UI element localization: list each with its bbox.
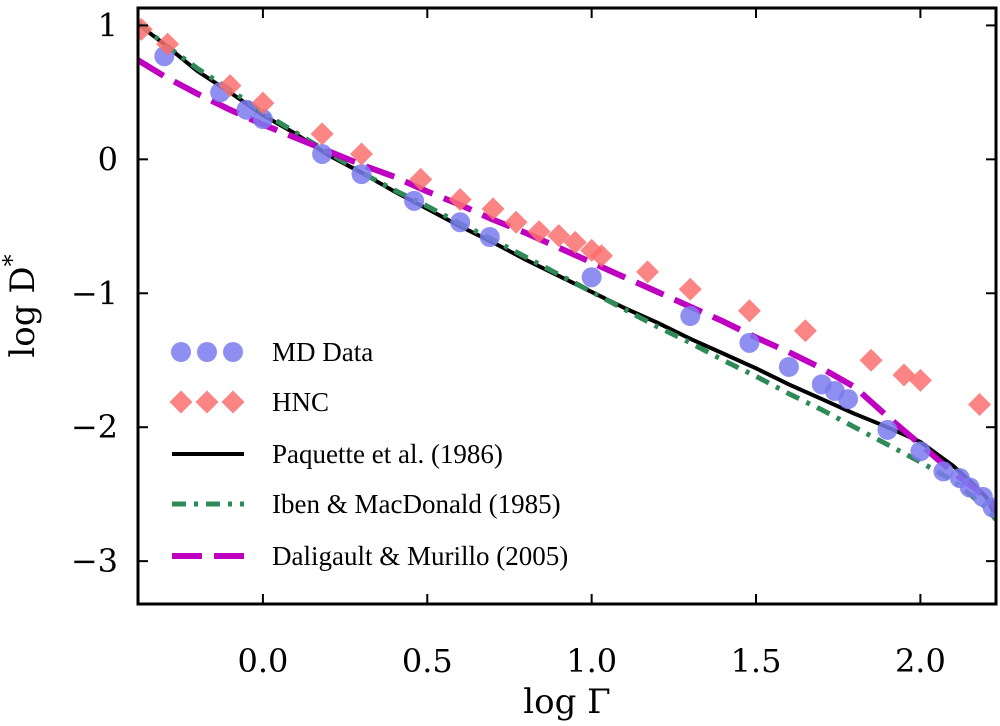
- data-point: [859, 348, 883, 372]
- data-point: [968, 392, 992, 416]
- data-point: [504, 210, 528, 234]
- y-tick-label: 0: [98, 140, 118, 178]
- legend-item: MD Data: [171, 337, 373, 367]
- legend-label: Paquette et al. (1986): [272, 439, 503, 469]
- series-4: [138, 57, 996, 510]
- plot-frame: [136, 6, 998, 606]
- ticks-layer: 0.0 0.5 1.0 1.5 2.0 1 0 −1 −2 −3: [71, 6, 996, 680]
- y-tick-label: −3: [71, 542, 118, 580]
- legend-marker: [171, 342, 191, 362]
- legend-marker: [169, 390, 193, 414]
- data-point: [636, 260, 660, 284]
- x-tick-label: 0.5: [402, 642, 453, 680]
- data-point: [910, 441, 931, 462]
- data-point: [156, 32, 180, 56]
- data-point: [251, 91, 275, 115]
- series-layer: [138, 17, 996, 522]
- data-point: [310, 122, 334, 146]
- data-point: [908, 368, 932, 392]
- data-point: [838, 389, 859, 410]
- data-point: [351, 164, 372, 185]
- legend-item: Daligault & Murillo (2005): [172, 541, 568, 571]
- data-point: [678, 277, 702, 301]
- x-tick-label: 0.0: [237, 642, 288, 680]
- y-tick-label: 1: [98, 6, 118, 44]
- data-point: [138, 17, 153, 41]
- data-point: [877, 419, 898, 440]
- data-point: [737, 299, 761, 323]
- data-point: [312, 143, 333, 164]
- data-point: [933, 461, 954, 482]
- legend-marker: [223, 342, 243, 362]
- data-point: [448, 188, 472, 212]
- data-point: [581, 267, 602, 288]
- legend-item: Iben & MacDonald (1985): [172, 489, 561, 519]
- x-tick-label: 1.5: [731, 642, 782, 680]
- legend: MD Data HNC Paquette et al. (1986) Iben & M…: [169, 337, 568, 571]
- y-axis-label-text: log D: [3, 266, 43, 357]
- x-axis-label-text: log Γ: [523, 682, 611, 722]
- data-point: [982, 497, 996, 518]
- series-line: [138, 57, 996, 510]
- data-point: [527, 220, 551, 244]
- series-1: [138, 17, 992, 416]
- data-point: [404, 190, 425, 211]
- data-point: [479, 227, 500, 248]
- x-tick-label: 2.0: [895, 642, 946, 680]
- data-point: [218, 74, 242, 98]
- legend-label: Daligault & Murillo (2005): [272, 541, 568, 571]
- data-point: [563, 230, 587, 254]
- series-0: [154, 46, 996, 518]
- data-point: [450, 212, 471, 233]
- data-point: [739, 332, 760, 353]
- legend-item: Paquette et al. (1986): [172, 439, 503, 469]
- x-tick-label: 1.0: [566, 642, 617, 680]
- legend-marker: [195, 390, 219, 414]
- data-point: [350, 142, 374, 166]
- data-point: [252, 109, 273, 130]
- y-tick-label: −2: [71, 408, 118, 446]
- data-point: [547, 224, 571, 248]
- y-tick-label: −1: [71, 274, 118, 312]
- data-point: [680, 306, 701, 327]
- data-point: [793, 319, 817, 343]
- x-axis-label: log Γ: [523, 682, 611, 722]
- y-axis-label: log D*: [0, 254, 43, 357]
- legend-label: HNC: [272, 387, 329, 417]
- y-axis-label-superscript: *: [0, 254, 26, 266]
- series-3: [138, 20, 996, 522]
- legend-item: HNC: [169, 387, 329, 417]
- data-point: [590, 244, 614, 268]
- legend-label: MD Data: [272, 337, 373, 367]
- data-point: [778, 356, 799, 377]
- data-point: [236, 99, 257, 120]
- series-line: [138, 20, 996, 522]
- data-point: [409, 167, 433, 191]
- legend-marker: [221, 390, 245, 414]
- legend-marker: [197, 342, 217, 362]
- legend-label: Iben & MacDonald (1985): [272, 489, 561, 519]
- data-point: [481, 197, 505, 221]
